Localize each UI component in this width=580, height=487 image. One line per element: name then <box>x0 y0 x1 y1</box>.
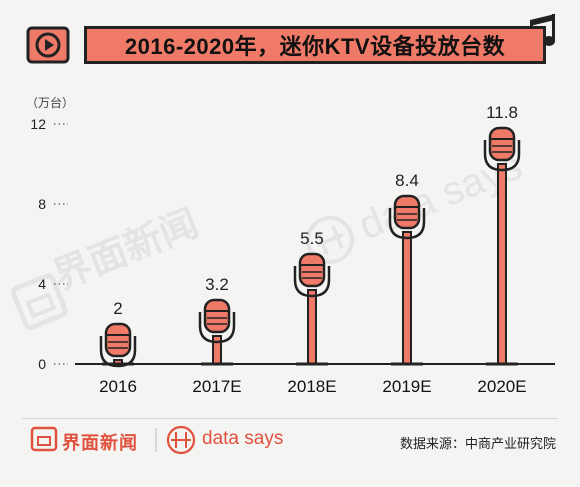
data-label: 2 <box>113 299 122 318</box>
footer-brand-text: data says <box>202 428 284 449</box>
watermark-logo-text: 界面新闻 <box>47 201 204 299</box>
bar <box>99 322 137 368</box>
x-tick-label: 2020E <box>477 377 526 396</box>
mic-holder <box>99 336 137 368</box>
data-label: 11.8 <box>486 103 518 122</box>
microphone-icon <box>298 252 326 288</box>
x-tick-label: 2016 <box>99 377 137 396</box>
bars: 2 2016 3.2 2017E 5.5 2018E 8.4 2019E 11.8 2020E <box>99 103 527 396</box>
bar <box>293 252 331 366</box>
microphone-icon <box>488 126 516 162</box>
y-tick-label: 12 <box>30 116 46 132</box>
x-tick-label: 2019E <box>382 377 431 396</box>
data-label: 5.5 <box>300 229 324 248</box>
footer-divider <box>22 418 558 419</box>
footer-logo-text: 界面新闻 <box>62 433 138 453</box>
y-axis-unit: （万台） <box>26 96 75 110</box>
y-tick-label: 8 <box>38 196 46 212</box>
logo-mark-icon <box>30 426 58 452</box>
data-says-mark-icon <box>166 425 196 455</box>
watermark: 界面新闻 data says <box>11 143 528 330</box>
x-tick-label: 2017E <box>192 377 241 396</box>
bar <box>483 126 521 366</box>
microphone-icon <box>203 298 231 334</box>
bar <box>198 298 236 366</box>
mic-holder <box>388 208 426 240</box>
data-label: 8.4 <box>395 171 419 190</box>
x-tick-label: 2018E <box>287 377 336 396</box>
bar <box>388 194 426 366</box>
y-tick-label: 0 <box>38 356 46 372</box>
mic-stand <box>307 289 317 365</box>
data-label: 3.2 <box>205 275 229 294</box>
mic-holder <box>483 140 521 172</box>
source-note: 数据来源：中商产业研究院 <box>399 436 556 451</box>
y-axis: 0 4 8 12 <box>30 116 68 372</box>
watermark-data-says-icon <box>306 216 354 264</box>
y-tick-label: 4 <box>38 276 46 292</box>
play-icon <box>26 26 70 64</box>
mic-holder <box>198 312 236 344</box>
mic-stand <box>497 163 507 365</box>
mic-stand <box>212 335 222 365</box>
watermark-logo-icon <box>11 273 68 330</box>
microphone-icon <box>393 194 421 230</box>
chart-title: 2016-2020年，迷你KTV设备投放台数 <box>84 26 546 64</box>
mic-holder <box>293 266 331 298</box>
microphone-icon <box>104 322 132 358</box>
mic-stand <box>402 231 412 365</box>
